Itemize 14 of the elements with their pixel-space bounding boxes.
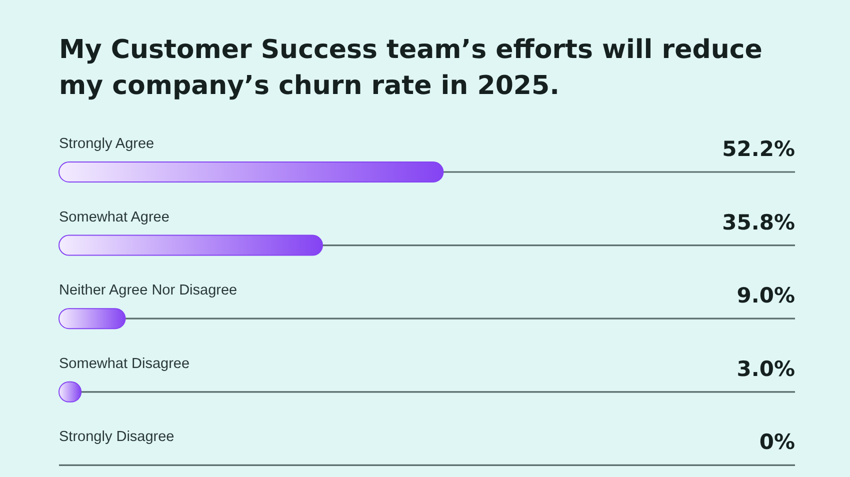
data-label: 35.8% [722, 210, 795, 234]
data-label: 52.2% [722, 137, 795, 161]
bar [58, 162, 444, 182]
data-label: 3.0% [736, 356, 795, 381]
data-label: 9.0% [736, 284, 795, 308]
bar [58, 308, 126, 330]
y-tick-label: Neither Agree Nor Disagree [59, 282, 238, 299]
chart-title: My Customer Success team’s efforts will reduce my company’s churn rate in 2025. [59, 35, 762, 101]
data-label: 0% [759, 430, 795, 454]
y-tick-label: Somewhat Agree [59, 209, 170, 226]
y-tick-label: Strongly Disagree [59, 429, 174, 446]
y-tick-label: Strongly Agree [59, 136, 154, 152]
y-tick-label: Somewhat Disagree [59, 356, 190, 372]
bar [58, 234, 323, 256]
